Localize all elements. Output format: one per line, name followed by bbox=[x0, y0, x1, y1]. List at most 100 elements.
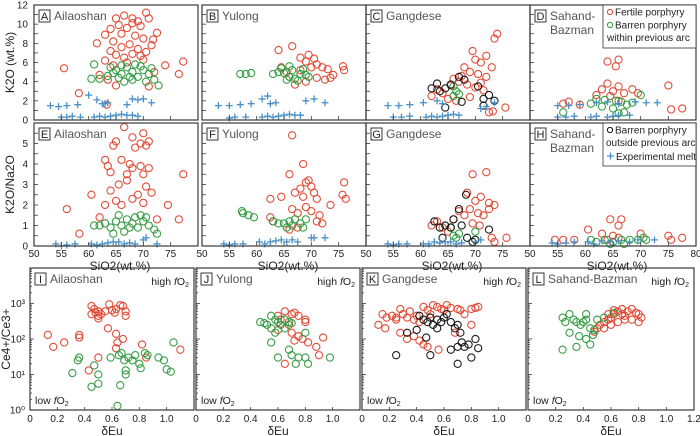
data-point-plus bbox=[653, 99, 661, 107]
data-point bbox=[133, 17, 143, 26]
panel-title: Gangdese bbox=[386, 127, 442, 141]
data-point bbox=[111, 66, 121, 75]
data-point-plus bbox=[395, 102, 403, 110]
data-point bbox=[307, 206, 316, 216]
data-point bbox=[608, 231, 618, 240]
data-point bbox=[277, 64, 286, 73]
annotation-part: f bbox=[220, 395, 224, 407]
series-fertile-porphyry bbox=[590, 304, 646, 336]
panel-letter: C bbox=[373, 11, 381, 23]
data-point bbox=[109, 68, 118, 78]
data-point bbox=[664, 81, 673, 90]
x-tick-label: 1.0 bbox=[160, 414, 174, 425]
data-point bbox=[114, 180, 123, 189]
data-point-plus bbox=[225, 102, 233, 110]
y-tick-label: 1 bbox=[22, 221, 28, 232]
data-point-plus bbox=[548, 239, 556, 247]
data-point bbox=[117, 61, 126, 70]
data-point bbox=[120, 53, 129, 62]
data-point bbox=[479, 101, 488, 110]
data-point bbox=[89, 60, 99, 69]
data-point bbox=[423, 342, 432, 352]
panel-letter: G bbox=[372, 129, 381, 141]
data-point bbox=[392, 351, 401, 360]
data-point-plus bbox=[142, 234, 150, 242]
data-point bbox=[326, 200, 335, 210]
data-point bbox=[609, 305, 618, 315]
data-point bbox=[271, 328, 280, 337]
x-tick-label: 80 bbox=[690, 249, 700, 260]
data-point-plus bbox=[115, 238, 123, 246]
panel-title: Ailaoshan bbox=[54, 127, 107, 141]
data-point bbox=[293, 223, 302, 232]
data-point bbox=[339, 178, 349, 187]
y-tick-label: 2 bbox=[22, 201, 28, 212]
panel-title: Yulong bbox=[222, 127, 259, 141]
data-point bbox=[106, 353, 115, 362]
annotation-part: O bbox=[389, 395, 397, 407]
series-fertile-porphyry bbox=[43, 300, 185, 375]
panel-letter-box bbox=[206, 9, 219, 23]
data-point bbox=[89, 221, 99, 230]
panel-d: D Sahand-Bazman bbox=[529, 4, 697, 121]
data-point-plus bbox=[96, 112, 104, 120]
panel-title: Gangdese bbox=[386, 9, 442, 23]
data-point bbox=[282, 223, 291, 232]
data-point bbox=[442, 300, 451, 310]
x-tick-label: 55 bbox=[224, 249, 236, 260]
data-point-plus bbox=[439, 112, 447, 120]
data-point bbox=[396, 304, 405, 314]
legend-label-fertile: Fertile porphyry bbox=[615, 8, 684, 19]
data-point bbox=[473, 209, 483, 218]
data-point bbox=[130, 31, 140, 40]
data-point bbox=[125, 40, 134, 49]
data-point bbox=[581, 310, 591, 319]
data-point-plus bbox=[104, 239, 112, 247]
data-point-plus bbox=[277, 236, 285, 244]
data-point bbox=[441, 221, 450, 230]
x-tick-label: 0.4 bbox=[410, 414, 424, 425]
data-point bbox=[606, 320, 616, 330]
x-tick-label: 55 bbox=[388, 249, 400, 260]
data-point bbox=[590, 325, 599, 335]
data-point bbox=[434, 345, 443, 354]
data-point bbox=[487, 233, 496, 242]
panel-letter-box bbox=[206, 127, 219, 141]
panel-letter: D bbox=[537, 11, 545, 23]
series-fertile-porphyry bbox=[266, 131, 350, 234]
data-point bbox=[473, 69, 483, 79]
data-point bbox=[608, 104, 618, 113]
data-point bbox=[588, 330, 598, 340]
x-tick-label: 60 bbox=[415, 249, 427, 260]
data-point bbox=[174, 215, 184, 224]
data-point bbox=[103, 324, 113, 333]
annotation-part: low bbox=[35, 395, 54, 407]
data-point bbox=[94, 379, 103, 388]
data-point bbox=[471, 334, 480, 344]
data-point bbox=[664, 231, 673, 240]
x-tick-label: 1.2 bbox=[687, 414, 700, 425]
data-point bbox=[293, 76, 302, 85]
data-point bbox=[296, 53, 305, 62]
data-point bbox=[419, 340, 428, 349]
data-point bbox=[446, 80, 455, 89]
data-point-plus bbox=[615, 111, 623, 119]
data-point bbox=[161, 61, 170, 70]
data-point bbox=[266, 194, 275, 203]
data-point-plus bbox=[592, 99, 600, 107]
data-point bbox=[619, 108, 629, 117]
data-point bbox=[402, 334, 412, 344]
data-point bbox=[179, 57, 188, 66]
data-point bbox=[106, 24, 115, 34]
data-point-plus bbox=[603, 98, 611, 106]
data-point bbox=[280, 315, 289, 324]
data-point bbox=[274, 219, 283, 228]
data-point bbox=[476, 192, 485, 201]
data-point bbox=[147, 188, 156, 197]
data-point bbox=[559, 99, 568, 108]
series-barren-porphyry-within-previous-arc bbox=[87, 60, 163, 90]
data-point bbox=[121, 307, 130, 316]
data-point-plus bbox=[310, 95, 318, 103]
y-tick-label: 12 bbox=[17, 1, 29, 12]
data-point bbox=[128, 356, 137, 365]
